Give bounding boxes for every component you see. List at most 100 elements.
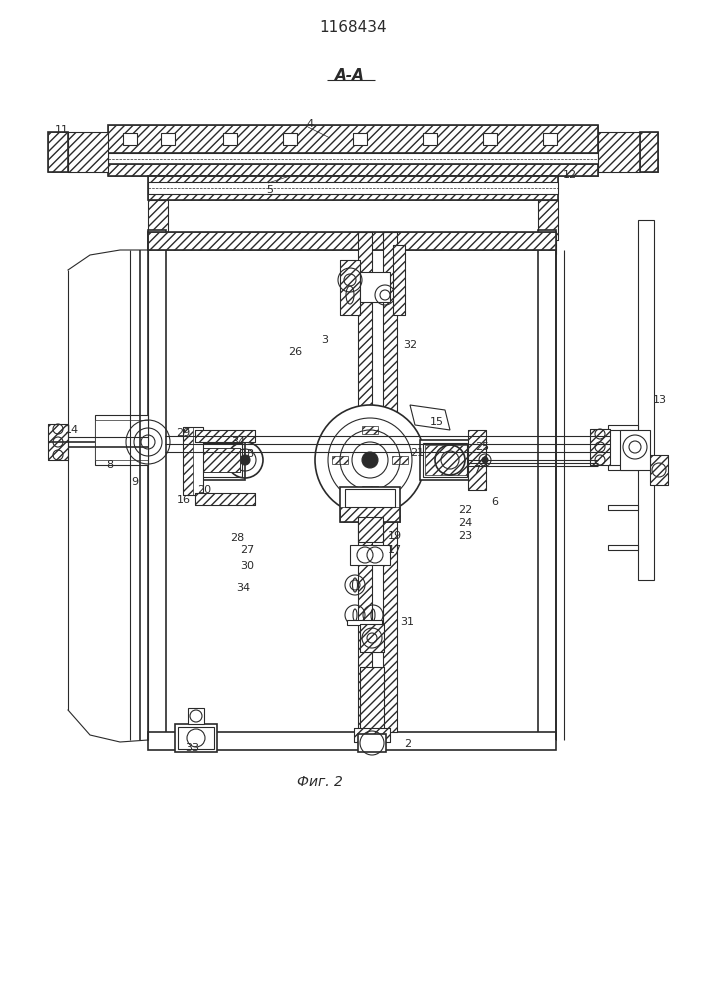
Text: 30: 30 xyxy=(240,561,254,571)
Text: 1168434: 1168434 xyxy=(319,20,387,35)
Bar xyxy=(468,430,486,490)
Bar xyxy=(590,429,610,465)
Text: 17: 17 xyxy=(388,545,402,555)
Bar xyxy=(183,427,203,495)
Bar xyxy=(538,200,558,240)
Text: 3: 3 xyxy=(322,335,329,345)
Bar xyxy=(195,430,255,442)
Bar xyxy=(620,430,650,470)
Bar xyxy=(340,260,360,315)
Bar xyxy=(148,182,558,194)
Bar xyxy=(393,245,405,315)
Bar xyxy=(468,430,486,490)
Bar xyxy=(590,429,610,465)
Text: 20: 20 xyxy=(197,485,211,495)
Bar xyxy=(483,133,497,145)
Bar xyxy=(95,415,148,465)
Bar xyxy=(161,133,175,145)
Bar xyxy=(200,448,240,472)
Text: 27: 27 xyxy=(240,545,254,555)
Circle shape xyxy=(315,405,425,515)
Bar xyxy=(350,545,390,565)
Bar xyxy=(223,133,237,145)
Bar xyxy=(148,200,168,240)
Text: 4: 4 xyxy=(306,119,314,129)
Bar xyxy=(195,430,255,442)
Bar xyxy=(347,620,382,625)
Bar xyxy=(148,176,558,200)
Bar xyxy=(193,443,242,477)
Bar xyxy=(123,133,137,145)
Bar xyxy=(358,734,386,752)
Text: 6: 6 xyxy=(491,497,498,507)
Text: 19: 19 xyxy=(388,531,402,541)
Bar xyxy=(354,728,390,742)
Bar xyxy=(360,667,384,732)
Bar xyxy=(383,232,397,732)
Bar xyxy=(358,232,372,732)
Bar xyxy=(538,230,556,740)
Bar xyxy=(353,133,367,145)
Text: 2: 2 xyxy=(404,739,411,749)
Bar xyxy=(68,132,108,172)
Bar xyxy=(200,448,240,472)
Text: 12: 12 xyxy=(563,170,577,180)
Bar xyxy=(640,132,658,172)
Bar xyxy=(383,232,397,732)
Bar xyxy=(195,493,255,505)
Bar xyxy=(148,232,556,250)
Text: 13: 13 xyxy=(653,395,667,405)
Circle shape xyxy=(482,457,488,463)
Text: 15: 15 xyxy=(430,417,444,427)
Text: 26: 26 xyxy=(288,347,302,357)
Bar xyxy=(188,708,204,724)
Text: 16: 16 xyxy=(177,495,191,505)
Bar xyxy=(178,727,214,749)
Bar xyxy=(540,240,556,254)
Bar xyxy=(55,142,68,150)
Bar xyxy=(148,232,556,250)
Bar xyxy=(190,440,245,480)
Text: 24: 24 xyxy=(458,518,472,528)
Text: 23: 23 xyxy=(458,531,472,541)
Text: Фиг. 2: Фиг. 2 xyxy=(297,775,343,789)
Bar xyxy=(608,505,638,510)
Bar xyxy=(538,200,558,240)
Text: 9: 9 xyxy=(132,477,139,487)
Bar xyxy=(650,455,668,485)
Bar xyxy=(195,493,255,505)
Bar xyxy=(108,125,598,153)
Bar xyxy=(148,732,556,750)
Bar xyxy=(108,153,598,164)
Text: 14: 14 xyxy=(65,425,79,435)
Bar xyxy=(362,486,378,494)
Bar xyxy=(183,427,193,495)
Bar xyxy=(175,724,217,752)
Bar xyxy=(95,420,148,460)
Bar xyxy=(362,426,378,434)
Text: 34: 34 xyxy=(236,583,250,593)
Text: 28: 28 xyxy=(230,533,244,543)
Bar xyxy=(608,545,638,550)
Bar xyxy=(423,133,437,145)
Bar xyxy=(148,230,166,740)
Text: 7: 7 xyxy=(474,465,481,475)
Bar xyxy=(358,232,372,732)
Bar xyxy=(148,176,558,200)
Bar xyxy=(340,260,360,315)
Bar xyxy=(48,424,68,460)
Bar xyxy=(358,517,383,542)
Bar xyxy=(68,132,108,172)
Polygon shape xyxy=(410,405,450,430)
Bar xyxy=(360,272,390,302)
Text: 18: 18 xyxy=(241,449,255,459)
Bar xyxy=(152,240,164,254)
Bar xyxy=(48,132,68,172)
Bar xyxy=(283,133,297,145)
Bar xyxy=(360,624,384,652)
Text: 22: 22 xyxy=(458,505,472,515)
Text: 25: 25 xyxy=(475,442,489,452)
Bar xyxy=(48,424,68,460)
Bar xyxy=(640,132,658,172)
Bar xyxy=(608,425,638,430)
